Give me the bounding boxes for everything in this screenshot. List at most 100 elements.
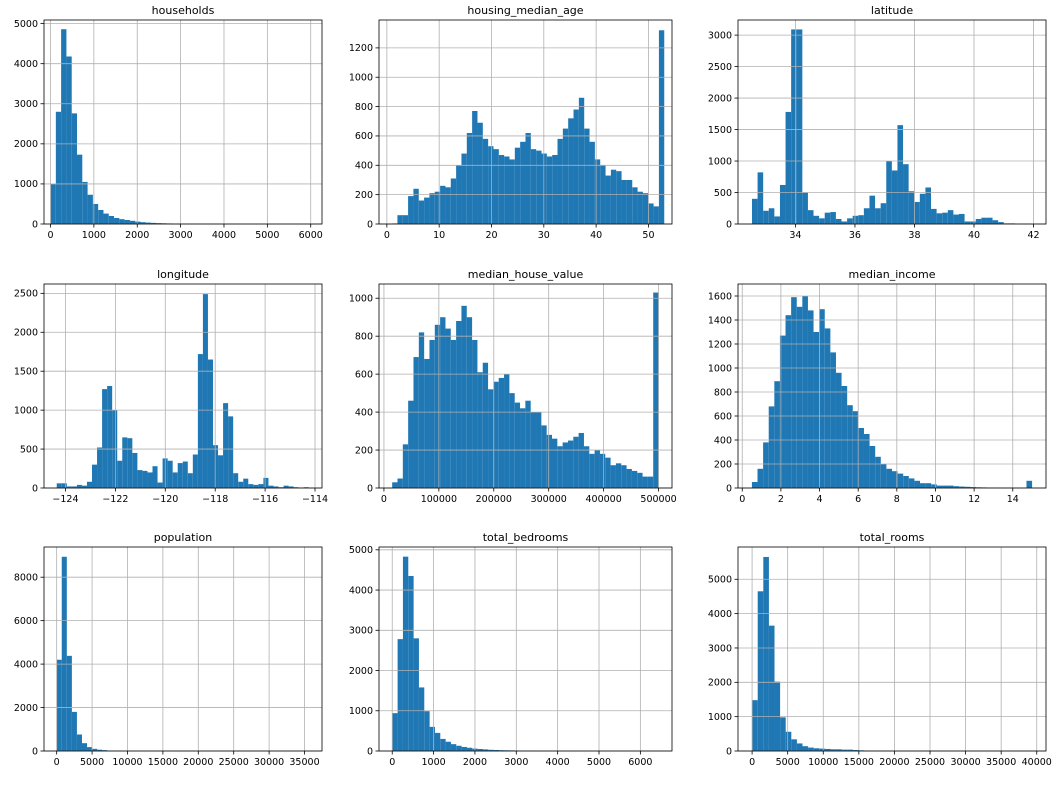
bar bbox=[81, 743, 88, 751]
bar bbox=[218, 455, 224, 488]
bar bbox=[81, 485, 87, 488]
y-tick-label: 600 bbox=[355, 369, 373, 380]
bar bbox=[763, 556, 769, 751]
axes-frame bbox=[737, 546, 1047, 752]
bar bbox=[504, 374, 510, 488]
bar bbox=[819, 748, 825, 751]
bar bbox=[869, 195, 876, 224]
bar bbox=[914, 480, 921, 488]
chart-panel-latitude: 34 36 38 40 42 0 500 1000 1500 2000 2500 3000 latitu… bbox=[708, 4, 1047, 241]
bar bbox=[525, 400, 531, 488]
bar bbox=[520, 408, 526, 488]
bar bbox=[847, 405, 853, 488]
bar bbox=[886, 468, 892, 488]
bar bbox=[841, 749, 848, 751]
bar bbox=[76, 484, 82, 488]
bar bbox=[202, 294, 208, 488]
bar bbox=[98, 209, 104, 224]
bar bbox=[813, 332, 820, 488]
y-tick-label: 5000 bbox=[349, 545, 373, 556]
bar bbox=[167, 460, 173, 488]
bar bbox=[466, 747, 473, 751]
bar bbox=[605, 175, 611, 224]
x-tick-label: 5000 bbox=[255, 230, 279, 241]
bar bbox=[102, 389, 108, 488]
bar bbox=[493, 149, 499, 224]
chart-title: total_rooms bbox=[860, 531, 925, 544]
bar bbox=[813, 748, 820, 751]
bar bbox=[450, 178, 457, 224]
x-tick-label: 10000 bbox=[112, 757, 142, 768]
bar bbox=[192, 454, 198, 488]
x-tick-label: 5000 bbox=[80, 757, 104, 768]
bar bbox=[283, 485, 289, 488]
chart-panel-median_house_value: 0 100000 200000 300000 400000 500000 0 200 400 60… bbox=[349, 268, 677, 505]
y-tick-label: 4000 bbox=[14, 659, 38, 670]
bar bbox=[942, 212, 948, 224]
bar bbox=[450, 744, 457, 751]
axes-frame bbox=[43, 546, 323, 752]
x-tick-label: 10 bbox=[929, 494, 941, 505]
bar bbox=[66, 655, 72, 751]
y-tick-label: 1600 bbox=[708, 291, 732, 302]
y-tick-label: 1000 bbox=[14, 179, 38, 190]
y-tick-label: 800 bbox=[355, 331, 373, 342]
y-tick-label: 1200 bbox=[349, 43, 373, 54]
y-tick-label: 0 bbox=[32, 746, 38, 757]
y-tick-label: 2000 bbox=[14, 139, 38, 150]
bar bbox=[397, 215, 403, 224]
bar bbox=[76, 734, 82, 751]
x-tick-label: 2 bbox=[778, 494, 784, 505]
bar bbox=[642, 193, 649, 224]
y-tick-label: 400 bbox=[714, 435, 732, 446]
bar bbox=[424, 711, 430, 751]
bar bbox=[434, 732, 441, 751]
bar bbox=[87, 747, 93, 751]
x-tick-label: 35000 bbox=[289, 757, 319, 768]
bar bbox=[903, 164, 909, 224]
y-tick-label: 1000 bbox=[708, 363, 732, 374]
bar bbox=[880, 464, 887, 488]
bar bbox=[97, 447, 103, 488]
bar bbox=[413, 188, 419, 224]
bar bbox=[482, 138, 489, 224]
y-tick-label: 3000 bbox=[349, 626, 373, 637]
y-tick-label: 200 bbox=[355, 190, 373, 201]
bar bbox=[461, 305, 467, 488]
bar bbox=[919, 193, 926, 224]
bar bbox=[626, 179, 633, 224]
bar bbox=[402, 215, 409, 224]
bar bbox=[461, 153, 467, 224]
bar bbox=[61, 29, 67, 224]
y-tick-label: 200 bbox=[355, 445, 373, 456]
bar bbox=[653, 206, 659, 224]
axes-frame bbox=[378, 19, 673, 225]
bar bbox=[920, 483, 926, 488]
bar bbox=[802, 746, 809, 751]
bar bbox=[440, 185, 446, 224]
x-tick-label: 30000 bbox=[950, 757, 980, 768]
bar bbox=[841, 221, 848, 224]
axes-frame bbox=[378, 546, 673, 752]
bar bbox=[819, 218, 825, 224]
bar bbox=[408, 196, 414, 224]
bar bbox=[791, 739, 797, 751]
x-tick-label: 30 bbox=[538, 230, 550, 241]
y-tick-label: 2000 bbox=[708, 93, 732, 104]
y-tick-label: 2000 bbox=[349, 666, 373, 677]
bar bbox=[914, 201, 920, 224]
bar bbox=[796, 29, 803, 224]
y-tick-label: 600 bbox=[355, 131, 373, 142]
bar bbox=[751, 198, 758, 224]
bar bbox=[493, 749, 499, 751]
bar bbox=[408, 575, 414, 751]
y-tick-label: 500 bbox=[20, 444, 38, 455]
bar bbox=[779, 184, 786, 224]
bar bbox=[488, 146, 494, 224]
bar bbox=[768, 625, 775, 751]
bar bbox=[66, 56, 72, 224]
bar bbox=[434, 191, 441, 224]
x-tick-label: 20000 bbox=[879, 757, 909, 768]
bar bbox=[785, 111, 792, 224]
bar bbox=[757, 591, 764, 751]
